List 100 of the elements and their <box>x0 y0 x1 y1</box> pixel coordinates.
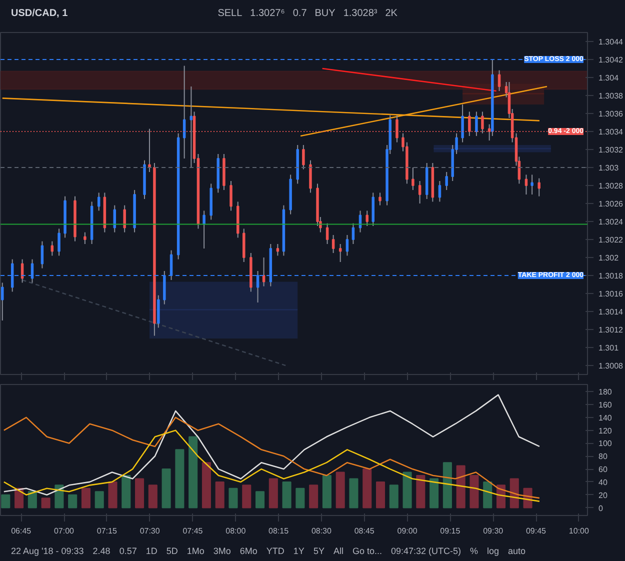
y-tick-label: 1.3036 <box>598 110 624 119</box>
text: 3Mo <box>213 546 231 556</box>
y-tick-label: 140 <box>598 414 612 423</box>
text: 1Mo <box>186 546 204 556</box>
bar <box>442 462 452 509</box>
y-tick-label: 100 <box>598 440 612 449</box>
candlestick <box>438 180 442 202</box>
y-tick-label: 1.3032 <box>598 146 624 155</box>
text: All <box>333 546 344 556</box>
bar <box>256 491 265 509</box>
text: auto <box>508 546 526 556</box>
y-tick-label: 1.3016 <box>598 290 624 299</box>
x-tick-label: 07:00 <box>54 526 75 536</box>
candlestick <box>262 257 266 288</box>
candlestick <box>190 86 193 168</box>
bar <box>175 449 184 509</box>
bar <box>215 482 224 509</box>
candlestick <box>524 174 528 196</box>
text: YTD <box>266 546 284 556</box>
bar <box>94 491 104 509</box>
x-tick-label: 09:15 <box>440 526 461 536</box>
bar <box>202 462 211 509</box>
y-tick-label: 180 <box>598 388 612 397</box>
y-tick-label: 1.3038 <box>598 92 624 101</box>
y-tick-label: 1.3034 <box>598 128 624 137</box>
bar <box>162 468 171 509</box>
text: SELL <box>218 8 242 19</box>
bar <box>135 478 144 509</box>
y-tick-label: 20 <box>598 491 608 500</box>
y-tick-label: 1.3018 <box>598 272 624 281</box>
candlestick <box>40 241 44 270</box>
candlestick <box>302 144 305 170</box>
candlestick <box>412 167 414 191</box>
text: Go to... <box>352 546 382 556</box>
candlestick <box>230 180 232 212</box>
y-tick-label: 1.3012 <box>598 326 624 335</box>
bar <box>148 484 158 509</box>
y-tick-label: 1.3022 <box>598 236 624 245</box>
y-tick-label: 80 <box>598 452 608 462</box>
text: 5Y <box>313 546 324 556</box>
y-tick-label: 1.3024 <box>598 218 624 227</box>
y-tick-label: 40 <box>598 478 608 488</box>
candlestick <box>461 104 464 144</box>
x-tick-label: 08:00 <box>226 526 246 536</box>
x-tick-label: 08:45 <box>354 526 375 536</box>
text: 5D <box>166 546 178 556</box>
x-tick-label: 07:15 <box>96 526 118 536</box>
text: % <box>470 546 478 556</box>
y-tick-label: 1.3008 <box>598 362 624 371</box>
line-series <box>3 394 540 496</box>
y-tick-label: 1.303 <box>598 164 620 173</box>
bar <box>268 478 278 509</box>
y-tick-label: 1.304 <box>598 74 620 83</box>
text: 1.3027⁶ <box>250 8 285 19</box>
x-tick-label: 06:45 <box>11 526 32 536</box>
bar <box>510 478 519 509</box>
x-tick-label: 09:00 <box>397 526 418 536</box>
bar <box>430 478 439 509</box>
bar <box>389 484 398 509</box>
text: 6Mo <box>240 546 258 556</box>
candlestick <box>276 244 280 256</box>
bar <box>376 482 386 509</box>
line-series <box>3 417 540 500</box>
candlestick <box>84 232 86 245</box>
candlestick <box>157 295 160 328</box>
candlestick <box>346 234 349 256</box>
x-tick-label: 09:30 <box>483 526 504 536</box>
line-series <box>3 430 540 502</box>
y-tick-label: 1.302 <box>598 254 620 263</box>
x-tick-label: 08:30 <box>311 526 332 536</box>
bar <box>456 466 466 509</box>
y-tick-label: 1.3028 <box>598 182 624 191</box>
bar <box>416 475 426 509</box>
candlestick <box>418 180 422 204</box>
candlestick <box>1 282 4 322</box>
x-tick-label: 07:30 <box>140 526 160 536</box>
candlestick <box>309 160 312 194</box>
bar <box>483 482 492 509</box>
bar <box>41 498 50 509</box>
bar <box>228 488 238 509</box>
candlestick <box>366 210 368 227</box>
text: 1.3028³ <box>343 8 378 19</box>
x-tick-label: 08:15 <box>268 526 290 536</box>
text: 09:47:32 (UTC-5) <box>390 546 462 556</box>
bar <box>402 472 412 509</box>
candlestick <box>445 172 448 191</box>
candlestick <box>326 223 329 245</box>
bar <box>68 494 78 509</box>
bar <box>296 488 305 509</box>
text: 2.48 <box>92 546 110 556</box>
candlestick <box>338 244 342 263</box>
y-tick-label: 60 <box>598 465 608 474</box>
y-tick-label: 1.301 <box>598 344 620 353</box>
candlestick <box>352 223 355 245</box>
bar <box>282 482 292 509</box>
text: 2K <box>385 8 398 19</box>
candlestick <box>538 178 540 198</box>
bar <box>81 488 90 509</box>
y-tick-label: 1.3026 <box>598 200 624 209</box>
y-tick-label: 0 <box>598 504 604 514</box>
